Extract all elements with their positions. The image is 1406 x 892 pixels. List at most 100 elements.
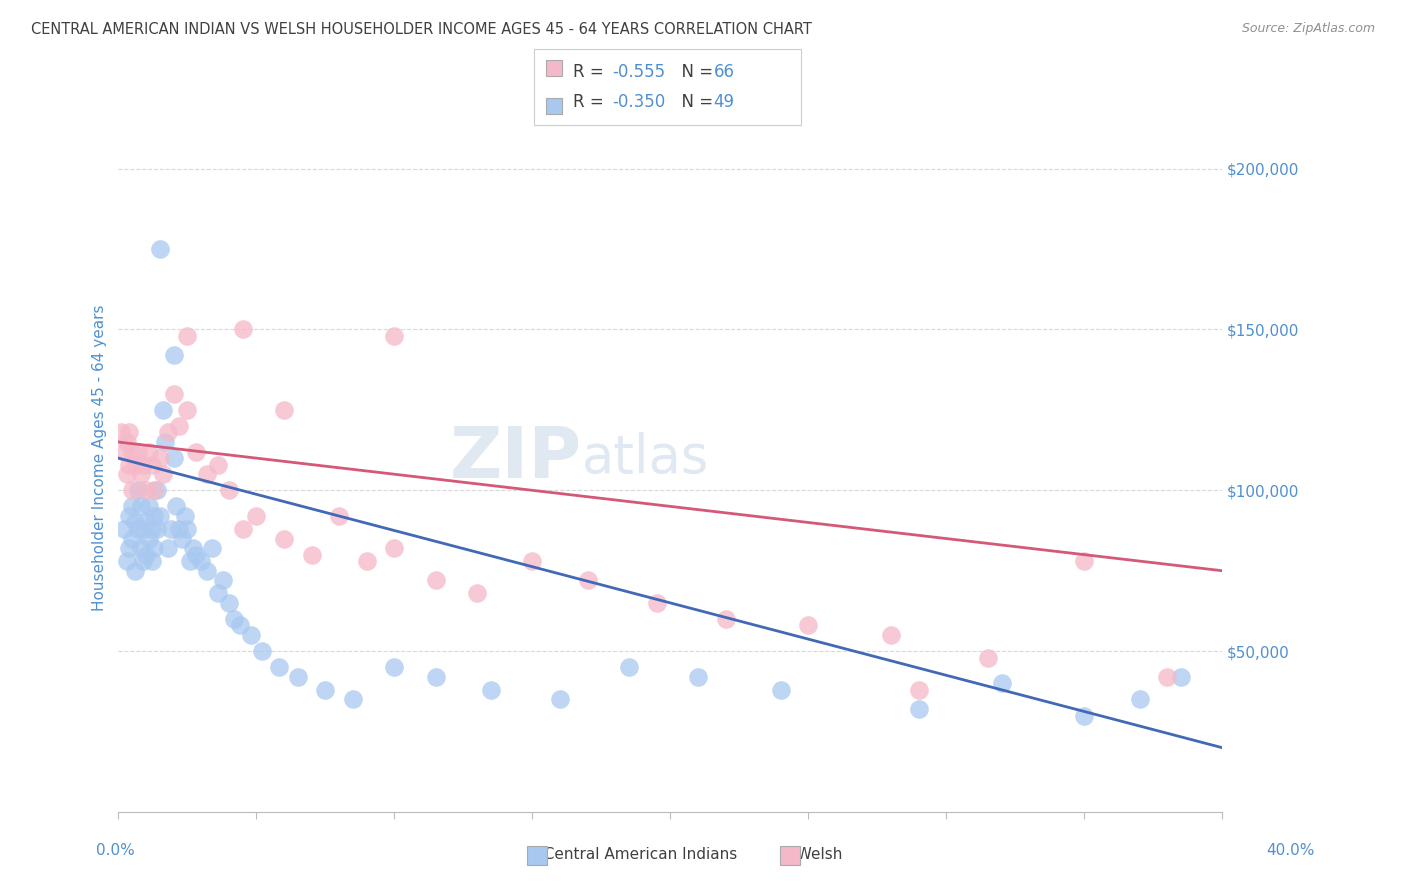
Point xyxy=(124,458,146,472)
Y-axis label: Householder Income Ages 45 - 64 years: Householder Income Ages 45 - 64 years xyxy=(93,305,107,611)
Text: 66: 66 xyxy=(713,62,734,81)
Point xyxy=(112,444,135,458)
Point xyxy=(127,483,149,498)
Point xyxy=(769,682,792,697)
Point xyxy=(115,554,138,568)
Point xyxy=(232,322,254,336)
Point xyxy=(548,692,571,706)
Point xyxy=(184,444,207,458)
Point xyxy=(1073,554,1095,568)
Point xyxy=(138,532,160,546)
Point xyxy=(212,574,235,588)
Point xyxy=(176,402,198,417)
Point xyxy=(207,586,229,600)
Point xyxy=(162,451,184,466)
Point xyxy=(181,541,204,556)
Point xyxy=(121,483,143,498)
Point xyxy=(167,419,190,434)
Point xyxy=(232,522,254,536)
Text: CENTRAL AMERICAN INDIAN VS WELSH HOUSEHOLDER INCOME AGES 45 - 64 YEARS CORRELATI: CENTRAL AMERICAN INDIAN VS WELSH HOUSEHO… xyxy=(31,22,811,37)
Point xyxy=(112,522,135,536)
Text: atlas: atlas xyxy=(582,432,710,484)
Point xyxy=(617,660,640,674)
Point xyxy=(328,509,350,524)
Point xyxy=(143,483,166,498)
Point xyxy=(124,564,146,578)
Point xyxy=(138,500,160,514)
Point xyxy=(273,532,295,546)
Point xyxy=(990,676,1012,690)
Point xyxy=(267,660,290,674)
Point xyxy=(118,425,141,440)
Text: Welsh: Welsh xyxy=(787,847,842,862)
Point xyxy=(229,618,252,632)
Point xyxy=(127,444,149,458)
Point xyxy=(425,670,447,684)
Point xyxy=(152,402,174,417)
Point xyxy=(167,522,190,536)
Point xyxy=(141,522,163,536)
Point xyxy=(190,554,212,568)
Point xyxy=(157,541,180,556)
Point xyxy=(425,574,447,588)
Point xyxy=(118,509,141,524)
Point xyxy=(384,660,406,674)
Text: -0.555: -0.555 xyxy=(612,62,665,81)
Point xyxy=(170,532,193,546)
Point xyxy=(149,451,172,466)
Point xyxy=(314,682,336,697)
Point xyxy=(143,509,166,524)
Point xyxy=(287,670,309,684)
Point xyxy=(110,425,132,440)
Point xyxy=(149,509,172,524)
Point xyxy=(179,554,201,568)
Point xyxy=(129,500,152,514)
Point xyxy=(135,516,157,530)
Point xyxy=(132,458,155,472)
Point xyxy=(176,329,198,343)
Point xyxy=(165,500,187,514)
Point xyxy=(239,628,262,642)
Text: N =: N = xyxy=(671,93,718,112)
Point xyxy=(797,618,820,632)
Text: 0.0%: 0.0% xyxy=(96,843,135,858)
Text: -0.350: -0.350 xyxy=(612,93,665,112)
Text: Central American Indians: Central American Indians xyxy=(534,847,738,862)
Text: 49: 49 xyxy=(713,93,734,112)
Point xyxy=(115,435,138,450)
Point xyxy=(224,612,246,626)
Point xyxy=(127,522,149,536)
Point xyxy=(907,702,929,716)
Point xyxy=(143,541,166,556)
Point xyxy=(218,596,240,610)
Text: R =: R = xyxy=(572,62,609,81)
Point xyxy=(162,348,184,362)
Point xyxy=(184,548,207,562)
Point xyxy=(645,596,668,610)
Point xyxy=(138,444,160,458)
Point xyxy=(195,467,218,482)
Point xyxy=(250,644,273,658)
Point xyxy=(146,483,169,498)
Point xyxy=(141,554,163,568)
Point xyxy=(686,670,709,684)
Point xyxy=(135,483,157,498)
Point xyxy=(714,612,737,626)
Point xyxy=(129,541,152,556)
Point xyxy=(342,692,364,706)
Point xyxy=(273,402,295,417)
Point xyxy=(129,467,152,482)
Point xyxy=(207,458,229,472)
Point xyxy=(384,541,406,556)
Point xyxy=(157,425,180,440)
Text: 40.0%: 40.0% xyxy=(1267,843,1315,858)
Point xyxy=(1073,708,1095,723)
Text: ZIP: ZIP xyxy=(450,424,582,492)
Point xyxy=(907,682,929,697)
Point xyxy=(155,435,177,450)
Point xyxy=(1156,670,1178,684)
Point xyxy=(218,483,240,498)
Point xyxy=(173,509,195,524)
Point xyxy=(201,541,224,556)
Point xyxy=(465,586,488,600)
